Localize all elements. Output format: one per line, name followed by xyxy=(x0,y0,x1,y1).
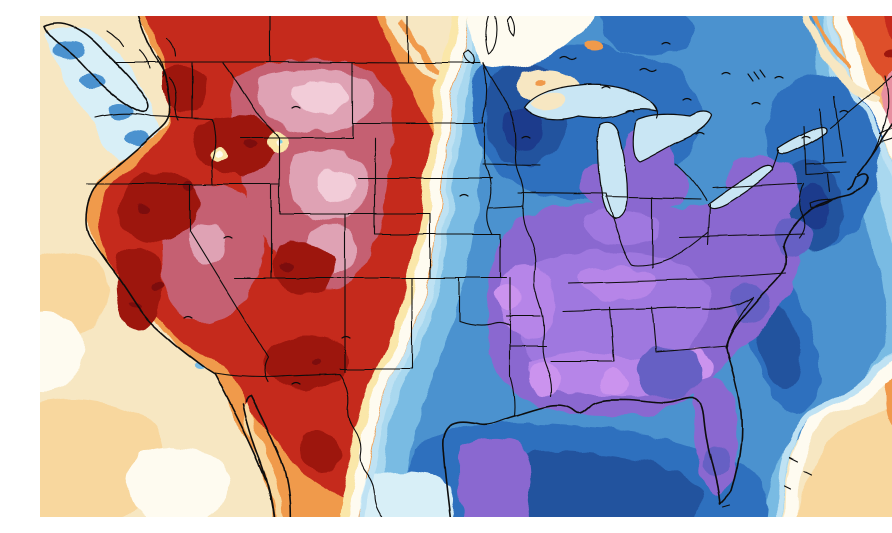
bc-cool-spot xyxy=(108,104,132,120)
hot-spot-core xyxy=(216,151,224,157)
maroon-speck xyxy=(310,356,322,364)
maroon-speck xyxy=(152,282,164,290)
region-south-texas-purple xyxy=(458,437,531,517)
maroon-speck xyxy=(243,140,257,148)
warm-pocket-duluth-orange xyxy=(536,78,548,86)
pacific-white-patch-south xyxy=(127,450,231,517)
front-top-orange-spot xyxy=(588,41,604,51)
maroon-speck xyxy=(136,203,152,213)
maroon-speck xyxy=(280,262,292,270)
map-canvas xyxy=(40,16,892,517)
maroon-speck xyxy=(183,182,193,190)
temperature-anomaly-map xyxy=(40,16,892,517)
